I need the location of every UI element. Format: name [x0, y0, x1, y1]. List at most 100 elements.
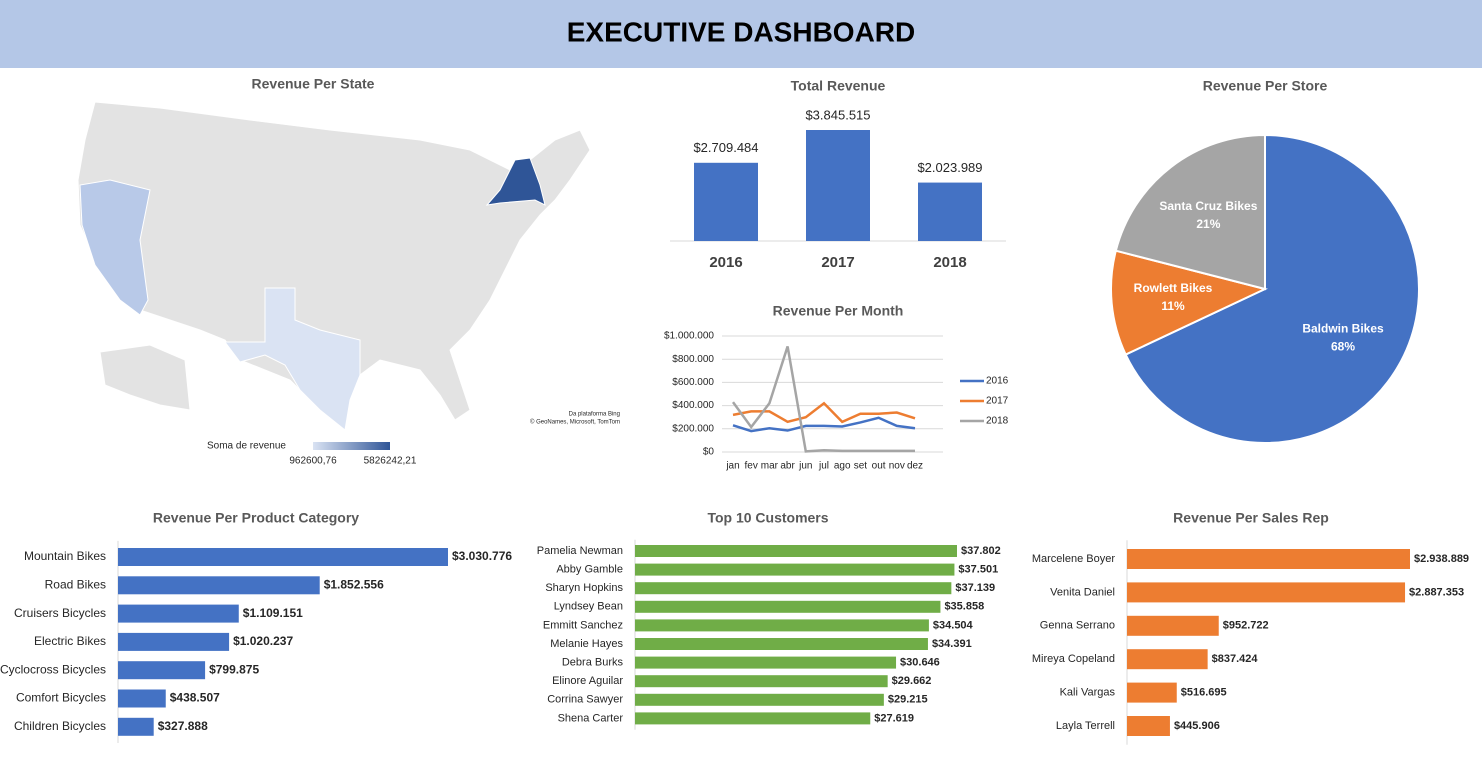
slice-value: 21%: [1196, 217, 1220, 231]
legend-label: 2018: [986, 416, 1009, 427]
pie-slice: [1110, 249, 1268, 356]
x-tick-label: 2018: [933, 254, 966, 271]
x-tick-label: set: [854, 461, 868, 472]
line-series: [731, 346, 915, 453]
value-label: $29.215: [888, 694, 928, 706]
value-label: $27.619: [874, 712, 914, 724]
value-label: $327.888: [158, 719, 208, 733]
value-label: $952.722: [1223, 620, 1269, 632]
header: [0, 0, 1482, 68]
y-tick-label: $400.000: [672, 400, 714, 411]
scale-label: 5826242,21: [364, 456, 417, 467]
chart-title: Top 10 Customers: [707, 510, 828, 526]
chart-title: Revenue Per State: [252, 76, 375, 92]
category-label: Layla Terrell: [1056, 720, 1115, 732]
bar: [118, 689, 166, 708]
value-label: $2.709.484: [693, 140, 758, 155]
legend-title: Soma de revenue: [207, 441, 286, 452]
value-label: $30.646: [900, 657, 940, 669]
value-label: $837.424: [1212, 653, 1259, 665]
value-label: $799.875: [209, 662, 259, 676]
bar: [1127, 615, 1219, 636]
value-label: $438.507: [170, 691, 220, 705]
bar: [918, 182, 982, 241]
x-tick-label: 2017: [821, 254, 854, 271]
category-label: Electric Bikes: [34, 634, 106, 648]
value-label: $35.858: [944, 601, 984, 613]
bar: [635, 582, 952, 595]
category-label: Genna Serrano: [1040, 620, 1115, 632]
y-tick-label: $0: [703, 447, 715, 458]
category-label: Pamelia Newman: [537, 545, 623, 557]
category-label: Melanie Hayes: [550, 638, 623, 650]
bar: [635, 712, 871, 725]
category-label: Sharyn Hopkins: [545, 582, 623, 594]
bar: [1127, 649, 1208, 670]
x-tick-label: jul: [818, 461, 829, 472]
attribution: Da plataforma Bing: [569, 412, 620, 418]
bar: [694, 162, 758, 241]
value-label: $3.030.776: [452, 549, 512, 563]
category-label: Mountain Bikes: [24, 549, 106, 563]
category-label: Venita Daniel: [1050, 586, 1115, 598]
value-label: $34.391: [932, 638, 972, 650]
x-tick-label: jun: [798, 461, 812, 472]
y-tick-label: $1.000.000: [664, 331, 714, 342]
category-label: Kali Vargas: [1060, 687, 1116, 699]
category-label: Cyclocross Bicycles: [0, 662, 106, 676]
y-tick-label: $800.000: [672, 354, 714, 365]
slice-label: Santa Cruz Bikes: [1159, 199, 1257, 213]
x-tick-label: nov: [889, 461, 905, 472]
bar: [635, 545, 957, 557]
value-label: $1.109.151: [243, 606, 303, 620]
value-label: $34.504: [933, 619, 974, 631]
slice-value: 11%: [1161, 299, 1185, 313]
bar: [118, 548, 448, 566]
bar: [118, 717, 154, 736]
value-label: $29.662: [892, 675, 932, 687]
legend-label: 2017: [986, 396, 1009, 407]
x-tick-label: ago: [834, 461, 851, 472]
category-label: Road Bikes: [45, 577, 106, 591]
bar: [806, 130, 870, 241]
color-scale: [313, 442, 390, 450]
category-label: Emmitt Sanchez: [543, 619, 623, 631]
scale-label: 962600,76: [289, 456, 337, 467]
value-label: $2.887.353: [1409, 586, 1464, 598]
bar: [118, 632, 230, 651]
x-tick-label: abr: [780, 461, 795, 472]
attribution: © GeoNames, Microsoft, TomTom: [530, 419, 620, 426]
pie-slice: [1124, 133, 1420, 444]
bar: [635, 619, 929, 632]
category-label: Abby Gamble: [556, 564, 623, 576]
category-label: Corrina Sawyer: [547, 694, 623, 706]
line-series: [732, 416, 916, 433]
x-tick-label: fev: [745, 461, 758, 472]
category-label: Marcelene Boyer: [1032, 553, 1115, 565]
bar: [118, 661, 206, 680]
bar: [635, 656, 897, 669]
x-tick-label: dez: [907, 461, 923, 472]
value-label: $2.938.889: [1414, 553, 1469, 565]
x-tick-label: out: [872, 461, 886, 472]
legend-label: 2016: [986, 376, 1009, 387]
slice-value: 68%: [1331, 340, 1355, 354]
y-tick-label: $200.000: [672, 423, 714, 434]
bar: [635, 675, 888, 688]
bar: [118, 604, 239, 623]
category-label: Debra Burks: [562, 657, 624, 669]
chart-title: Total Revenue: [791, 78, 886, 94]
value-label: $516.695: [1181, 687, 1227, 699]
category-label: Children Bicycles: [14, 719, 106, 733]
value-label: $445.906: [1174, 720, 1220, 732]
category-label: Shena Carter: [558, 712, 624, 724]
category-label: Elinore Aguilar: [552, 675, 623, 687]
chart-title: Revenue Per Store: [1203, 78, 1328, 94]
bar: [635, 638, 928, 650]
bar: [635, 600, 941, 613]
value-label: $37.501: [958, 564, 998, 576]
x-tick-label: mar: [761, 461, 779, 472]
value-label: $3.845.515: [805, 107, 870, 122]
chart-title: Revenue Per Month: [773, 303, 904, 319]
